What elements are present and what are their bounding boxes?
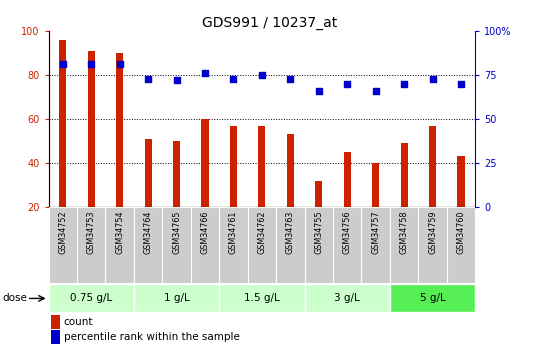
Bar <box>305 284 390 313</box>
Bar <box>447 207 475 283</box>
Bar <box>191 207 219 283</box>
Bar <box>390 284 475 313</box>
Point <box>144 76 152 81</box>
Point <box>314 88 323 93</box>
Text: dose: dose <box>3 294 28 303</box>
Text: count: count <box>64 317 93 327</box>
Bar <box>401 143 408 207</box>
Point <box>457 81 465 87</box>
Bar <box>333 207 361 283</box>
Bar <box>134 284 219 313</box>
Bar <box>51 331 60 344</box>
Bar <box>305 207 333 283</box>
Point <box>343 81 352 87</box>
Text: GDS991 / 10237_at: GDS991 / 10237_at <box>202 16 338 30</box>
Point <box>116 62 124 67</box>
Point <box>258 72 266 78</box>
Text: 0.75 g/L: 0.75 g/L <box>70 294 112 303</box>
Text: percentile rank within the sample: percentile rank within the sample <box>64 332 239 342</box>
Bar <box>315 181 322 207</box>
Bar <box>372 163 379 207</box>
Text: GSM34753: GSM34753 <box>87 211 96 254</box>
Point <box>400 81 408 87</box>
Bar <box>201 119 208 207</box>
Text: 1.5 g/L: 1.5 g/L <box>244 294 280 303</box>
Text: 1 g/L: 1 g/L <box>164 294 190 303</box>
Text: GSM34762: GSM34762 <box>258 211 266 254</box>
Bar <box>87 51 95 207</box>
Bar <box>390 207 418 283</box>
Bar <box>457 156 464 207</box>
Text: GSM34760: GSM34760 <box>456 211 465 254</box>
Bar <box>145 139 152 207</box>
Point <box>87 62 96 67</box>
Bar <box>343 152 351 207</box>
Point <box>229 76 238 81</box>
Bar <box>276 207 305 283</box>
Text: GSM34764: GSM34764 <box>144 211 153 254</box>
Text: 3 g/L: 3 g/L <box>334 294 360 303</box>
Text: GSM34763: GSM34763 <box>286 211 295 254</box>
Text: GSM34758: GSM34758 <box>400 211 409 254</box>
Bar <box>105 207 134 283</box>
Bar <box>418 207 447 283</box>
Text: GSM34761: GSM34761 <box>229 211 238 254</box>
Text: GSM34754: GSM34754 <box>115 211 124 254</box>
Bar <box>49 207 77 283</box>
Point <box>286 76 295 81</box>
Text: GSM34765: GSM34765 <box>172 211 181 254</box>
Bar <box>219 207 248 283</box>
Bar <box>59 40 66 207</box>
Text: GSM34755: GSM34755 <box>314 211 323 254</box>
Bar <box>134 207 163 283</box>
Point <box>58 62 67 67</box>
Bar <box>230 126 237 207</box>
Point <box>172 78 181 83</box>
Text: 5 g/L: 5 g/L <box>420 294 446 303</box>
Point <box>372 88 380 93</box>
Bar <box>49 284 134 313</box>
Bar <box>287 135 294 207</box>
Bar <box>248 207 276 283</box>
Point <box>428 76 437 81</box>
Bar <box>361 207 390 283</box>
Bar <box>116 53 123 207</box>
Bar <box>258 126 266 207</box>
Bar <box>163 207 191 283</box>
Bar <box>77 207 105 283</box>
Text: GSM34766: GSM34766 <box>200 211 210 254</box>
Text: GSM34752: GSM34752 <box>58 211 68 254</box>
Text: GSM34756: GSM34756 <box>343 211 352 254</box>
Text: GSM34757: GSM34757 <box>371 211 380 254</box>
Bar <box>219 284 305 313</box>
Point <box>201 70 210 76</box>
Bar <box>51 315 60 329</box>
Bar <box>429 126 436 207</box>
Text: GSM34759: GSM34759 <box>428 211 437 254</box>
Bar <box>173 141 180 207</box>
